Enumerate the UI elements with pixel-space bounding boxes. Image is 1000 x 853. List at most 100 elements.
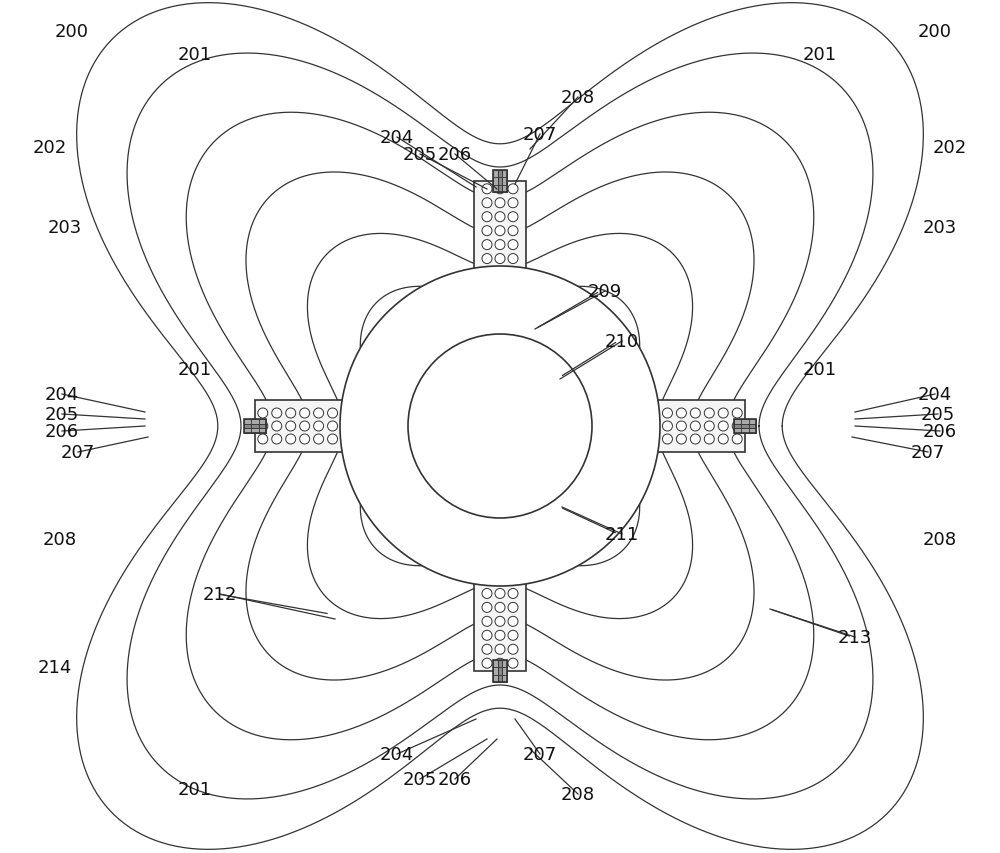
Text: 205: 205 <box>403 146 437 164</box>
Text: 208: 208 <box>561 89 595 107</box>
Text: 204: 204 <box>380 746 414 763</box>
Text: 210: 210 <box>605 333 639 351</box>
Circle shape <box>607 421 617 432</box>
Text: 204: 204 <box>380 129 414 147</box>
Circle shape <box>495 241 505 250</box>
Circle shape <box>508 421 518 432</box>
Circle shape <box>482 589 492 599</box>
Text: 209: 209 <box>588 282 622 300</box>
Circle shape <box>690 421 700 432</box>
Circle shape <box>495 421 505 432</box>
Circle shape <box>453 434 463 444</box>
Circle shape <box>690 434 700 444</box>
Circle shape <box>482 463 492 473</box>
Circle shape <box>565 434 575 444</box>
Circle shape <box>508 241 518 250</box>
Bar <box>734 420 756 425</box>
Circle shape <box>439 421 449 432</box>
Circle shape <box>495 366 505 376</box>
Circle shape <box>328 421 338 432</box>
Circle shape <box>676 421 686 432</box>
Circle shape <box>272 434 282 444</box>
Circle shape <box>565 409 575 419</box>
Circle shape <box>508 393 518 403</box>
Circle shape <box>482 617 492 627</box>
Text: 206: 206 <box>923 422 957 440</box>
Text: 203: 203 <box>48 218 82 237</box>
Circle shape <box>482 324 492 334</box>
Circle shape <box>482 477 492 487</box>
Circle shape <box>495 434 505 444</box>
Bar <box>493 660 507 682</box>
Circle shape <box>593 434 603 444</box>
Bar <box>244 425 266 428</box>
Circle shape <box>495 435 505 445</box>
Text: 208: 208 <box>561 785 595 803</box>
Circle shape <box>482 547 492 557</box>
Circle shape <box>495 393 505 403</box>
Circle shape <box>648 434 658 444</box>
Bar <box>255 401 745 452</box>
Circle shape <box>495 408 505 418</box>
Bar <box>493 171 507 193</box>
Circle shape <box>676 409 686 419</box>
Text: 204: 204 <box>918 386 952 403</box>
Circle shape <box>508 199 518 208</box>
Circle shape <box>397 421 407 432</box>
Circle shape <box>508 226 518 236</box>
Circle shape <box>482 659 492 669</box>
Circle shape <box>482 351 492 362</box>
Circle shape <box>495 491 505 502</box>
Circle shape <box>482 435 492 445</box>
Circle shape <box>732 421 742 432</box>
Circle shape <box>648 409 658 419</box>
Circle shape <box>509 434 519 444</box>
Circle shape <box>328 434 338 444</box>
Circle shape <box>551 421 561 432</box>
Circle shape <box>383 421 393 432</box>
Circle shape <box>508 491 518 502</box>
Circle shape <box>508 351 518 362</box>
Text: 202: 202 <box>33 139 67 157</box>
Circle shape <box>662 421 672 432</box>
Circle shape <box>411 421 421 432</box>
Text: 208: 208 <box>923 531 957 548</box>
Circle shape <box>383 434 393 444</box>
Bar <box>502 660 507 682</box>
Circle shape <box>508 505 518 515</box>
Circle shape <box>258 434 268 444</box>
Circle shape <box>495 575 505 585</box>
Text: 205: 205 <box>45 405 79 423</box>
Circle shape <box>523 421 533 432</box>
Circle shape <box>258 409 268 419</box>
Circle shape <box>537 421 547 432</box>
Circle shape <box>355 421 365 432</box>
Circle shape <box>425 434 435 444</box>
Text: 202: 202 <box>933 139 967 157</box>
Circle shape <box>495 296 505 306</box>
Circle shape <box>508 268 518 278</box>
Circle shape <box>508 645 518 654</box>
Circle shape <box>508 603 518 612</box>
Circle shape <box>495 254 505 264</box>
Circle shape <box>495 421 505 432</box>
Circle shape <box>482 421 492 432</box>
Circle shape <box>508 296 518 306</box>
Circle shape <box>635 421 645 432</box>
Text: 201: 201 <box>803 46 837 64</box>
Circle shape <box>453 409 463 419</box>
Circle shape <box>508 561 518 571</box>
Circle shape <box>425 409 435 419</box>
Circle shape <box>439 434 449 444</box>
Circle shape <box>495 630 505 641</box>
Circle shape <box>508 338 518 348</box>
Circle shape <box>495 199 505 208</box>
Circle shape <box>482 630 492 641</box>
Circle shape <box>509 421 519 432</box>
Circle shape <box>383 409 393 419</box>
Circle shape <box>495 477 505 487</box>
Circle shape <box>704 409 714 419</box>
Circle shape <box>482 296 492 306</box>
Circle shape <box>272 421 282 432</box>
Circle shape <box>482 505 492 515</box>
